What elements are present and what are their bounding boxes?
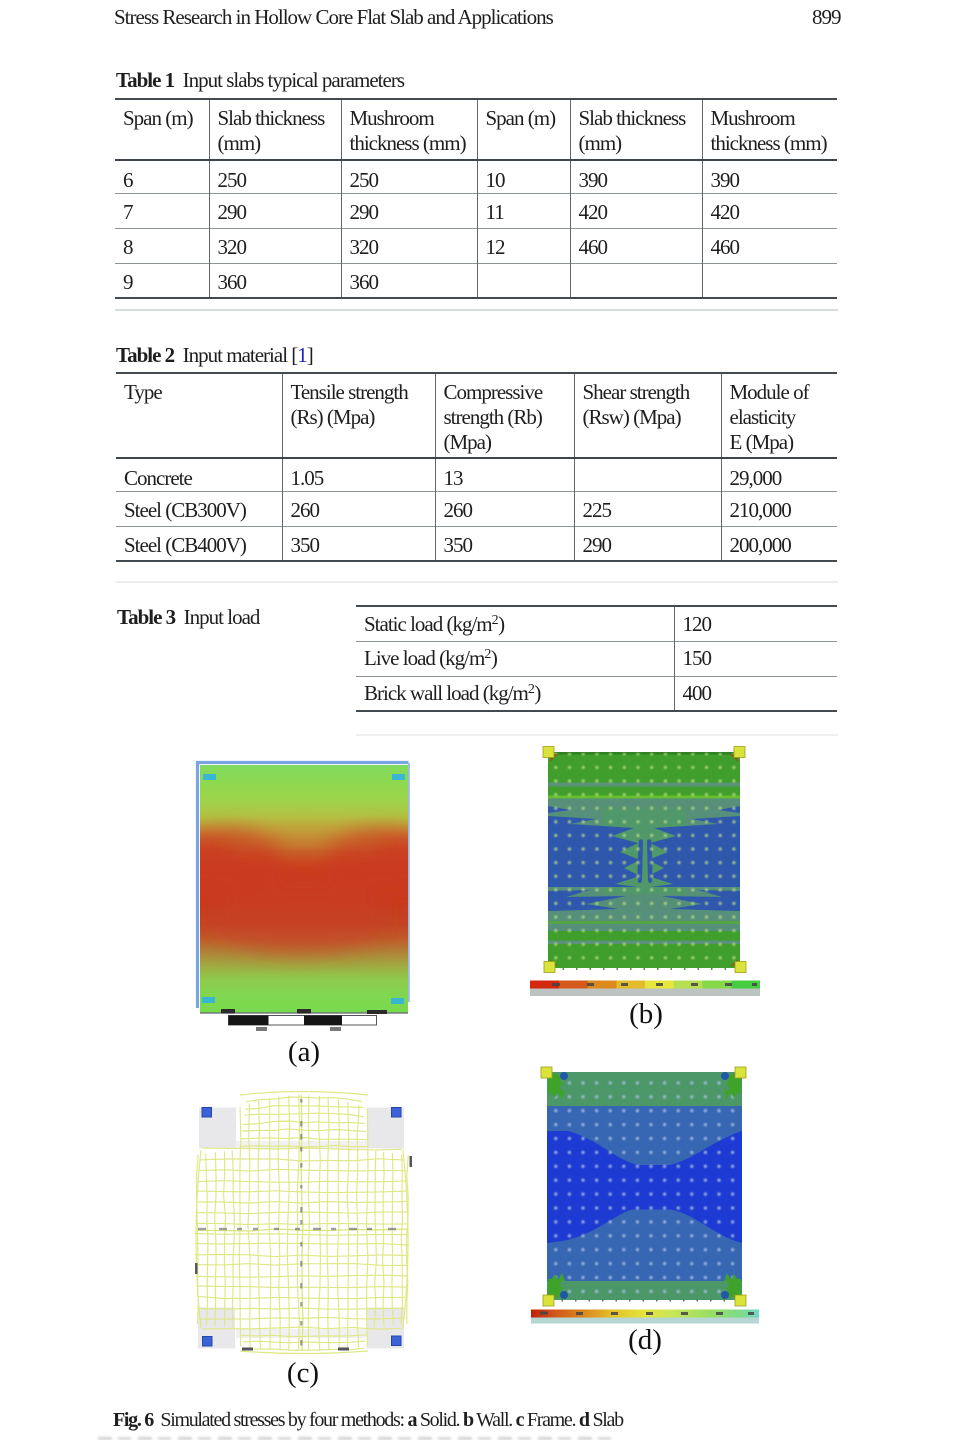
svg-text:(c): (c) bbox=[287, 1357, 319, 1389]
svg-text:(b): (b) bbox=[629, 998, 663, 1030]
svg-text:(a): (a) bbox=[288, 1036, 320, 1068]
svg-text:(d): (d) bbox=[628, 1324, 662, 1356]
